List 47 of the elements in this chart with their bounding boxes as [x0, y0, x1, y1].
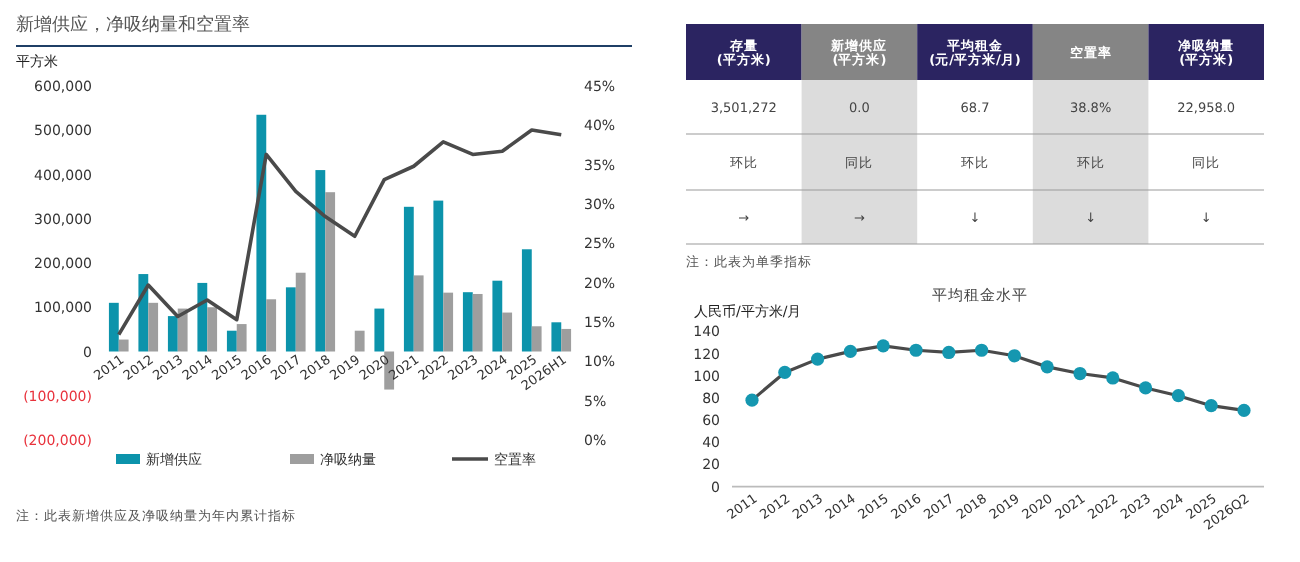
line-series [116, 128, 564, 337]
bar [492, 280, 503, 352]
bar [443, 292, 454, 352]
bar [462, 292, 473, 352]
bar [207, 307, 218, 352]
bar [521, 249, 532, 352]
bar [236, 324, 247, 352]
bar [354, 330, 365, 352]
point [909, 343, 923, 357]
point [1007, 349, 1021, 363]
bar [256, 114, 267, 352]
point [1139, 381, 1153, 395]
point [1237, 403, 1251, 418]
bar [108, 302, 119, 352]
bar [502, 312, 513, 352]
bar [118, 339, 129, 352]
bar [167, 316, 178, 352]
bar [561, 328, 572, 352]
point [975, 343, 989, 357]
bar [531, 326, 542, 352]
bar [403, 206, 414, 352]
bar [138, 274, 149, 352]
bar [266, 299, 277, 352]
bar [197, 282, 208, 352]
bar [413, 275, 424, 352]
point [1073, 366, 1087, 381]
bar [285, 287, 296, 352]
point [811, 352, 825, 366]
bar [148, 302, 159, 352]
bar [551, 322, 562, 352]
point [876, 339, 890, 353]
bar [472, 293, 483, 352]
point [843, 344, 857, 358]
bar [295, 272, 306, 352]
chart-title: 新增供应，净吸纳量和空置率 [16, 14, 250, 36]
point [1171, 389, 1185, 403]
bar [433, 200, 444, 352]
point [1106, 371, 1120, 385]
bar [374, 308, 385, 352]
point [1204, 399, 1218, 413]
bar [325, 192, 336, 352]
bar [226, 330, 237, 352]
point [778, 365, 792, 380]
bar [315, 170, 326, 352]
point [942, 345, 956, 360]
point [1040, 360, 1054, 374]
point [745, 393, 759, 407]
